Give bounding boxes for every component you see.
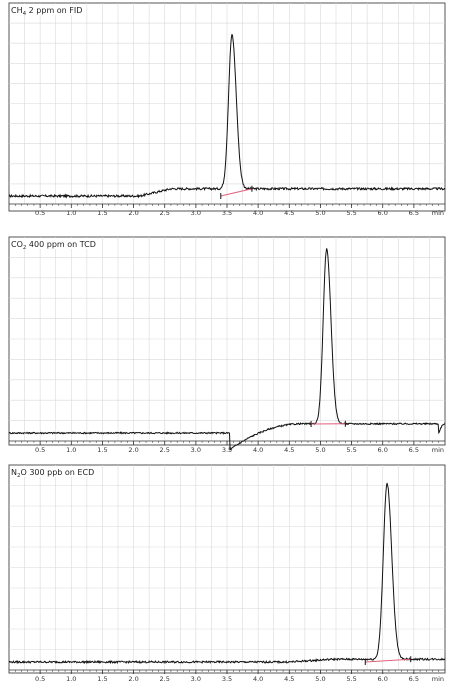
x-tick-label: 6.0	[378, 675, 388, 683]
x-tick-label: 2.5	[160, 675, 170, 683]
x-tick-label: 1.5	[97, 675, 107, 683]
x-tick-label: 3.0	[191, 446, 201, 454]
svg-text:CH4 2 ppm on FID: CH4 2 ppm on FID	[11, 6, 82, 17]
x-tick-label: 3.0	[191, 675, 201, 683]
panel-title: CO2 400 ppm on TCD	[10, 238, 99, 251]
plot-grid	[9, 465, 445, 670]
chromatogram-trace	[8, 248, 446, 451]
x-tick-label: 2.0	[128, 675, 138, 683]
x-tick-label: 0.5	[35, 209, 45, 217]
x-tick-label: 3.5	[222, 446, 232, 454]
x-axis-unit: min	[432, 675, 444, 683]
x-tick-label: 2.0	[128, 446, 138, 454]
x-tick-label: 6.0	[378, 446, 388, 454]
chromatogram-panel-3: 0.5 1.0 1.5 2.0 2.5 3.0 3.5 4.0 4.5 5.0 5.5 6.0 6.5 m…	[8, 464, 446, 683]
integration-baseline	[365, 658, 411, 663]
x-tick-label: 6.5	[409, 446, 419, 454]
plot-grid	[9, 237, 445, 441]
x-tick-label: 3.0	[191, 209, 201, 217]
x-tick-label: 1.0	[66, 446, 76, 454]
x-tick-label: 4.5	[284, 209, 294, 217]
x-tick-label: 4.0	[253, 446, 263, 454]
panel-title: N2O 300 ppb on ECD	[10, 466, 98, 479]
integration-baseline	[220, 188, 253, 197]
x-tick-label: 6.5	[409, 209, 419, 217]
svg-text:CO2 400 ppm on TCD: CO2 400 ppm on TCD	[11, 240, 96, 251]
x-tick-label: 1.0	[66, 675, 76, 683]
x-tick-label: 1.5	[97, 209, 107, 217]
x-tick-label: 4.5	[284, 446, 294, 454]
x-tick-label: 3.5	[222, 209, 232, 217]
x-tick-label: 5.0	[315, 675, 325, 683]
svg-text:N2O 300 ppb on ECD: N2O 300 ppb on ECD	[11, 468, 94, 479]
chromatogram-trace	[8, 482, 446, 665]
x-tick-label: 0.5	[35, 446, 45, 454]
x-tick-label: 1.5	[97, 446, 107, 454]
x-tick-label: 2.0	[128, 209, 138, 217]
panel-title: CH4 2 ppm on FID	[10, 4, 86, 17]
chromatogram-trace	[8, 34, 446, 199]
x-tick-label: 5.5	[346, 446, 356, 454]
chromatogram-panel-1: 0.5 1.0 1.5 2.0 2.5 3.0 3.5 4.0 4.5 5.0 5.5 6.0 6.5 m…	[8, 2, 446, 217]
x-tick-label: 4.0	[253, 209, 263, 217]
x-tick-label: 4.5	[284, 675, 294, 683]
x-axis-unit: min	[432, 446, 444, 454]
x-tick-label: 4.0	[253, 675, 263, 683]
x-tick-label: 5.5	[346, 209, 356, 217]
x-tick-label: 3.5	[222, 675, 232, 683]
chromatogram-panel-2: 0.5 1.0 1.5 2.0 2.5 3.0 3.5 4.0 4.5 5.0 5.5 6.0 6.5 m…	[8, 236, 446, 454]
x-tick-label: 6.5	[409, 675, 419, 683]
x-tick-label: 5.0	[315, 446, 325, 454]
x-tick-label: 6.0	[378, 209, 388, 217]
x-tick-label: 0.5	[35, 675, 45, 683]
x-tick-label: 2.5	[160, 446, 170, 454]
x-tick-label: 2.5	[160, 209, 170, 217]
x-tick-label: 5.0	[315, 209, 325, 217]
x-tick-label: 5.5	[346, 675, 356, 683]
x-axis-unit: min	[432, 209, 444, 217]
x-tick-label: 1.0	[66, 209, 76, 217]
